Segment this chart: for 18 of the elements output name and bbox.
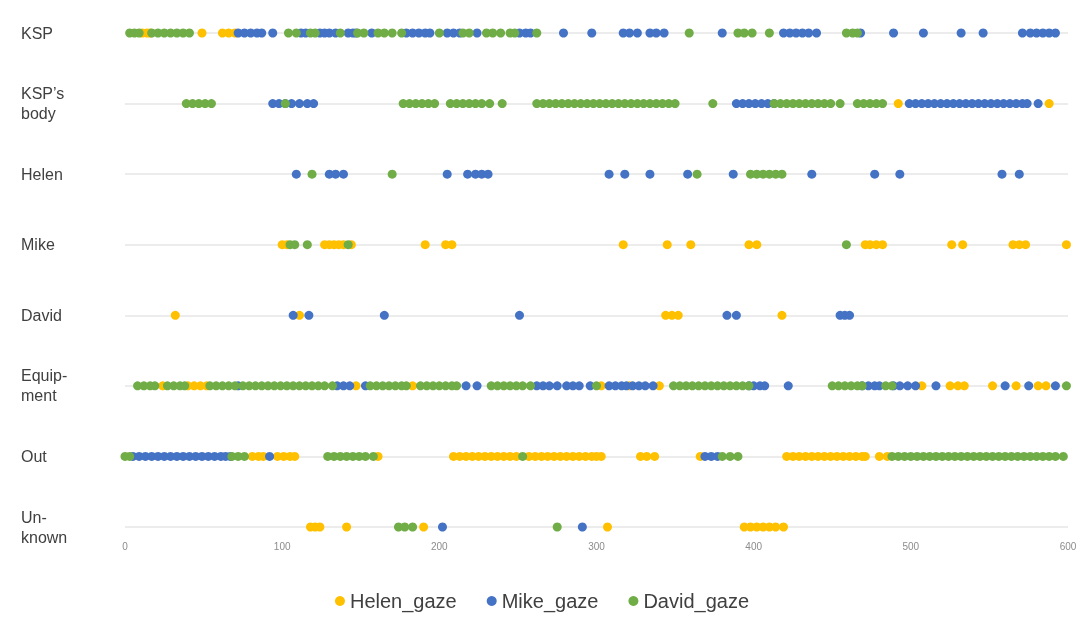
y-tick-label: Out bbox=[21, 447, 48, 465]
y-tick-label: Equip- ment bbox=[21, 367, 68, 405]
x-tick-label: 300 bbox=[588, 540, 606, 552]
y-tick-label: David bbox=[21, 306, 62, 324]
y-tick-label: Mike bbox=[21, 236, 55, 254]
y-tick-label: Helen bbox=[21, 165, 63, 183]
x-tick-label: 0 bbox=[122, 540, 129, 552]
x-tick-label: 200 bbox=[430, 540, 449, 552]
x-tick-label: 400 bbox=[745, 540, 763, 552]
legend-label: Mike_gaze bbox=[501, 590, 599, 613]
y-tick-label: Un- known bbox=[21, 508, 68, 546]
y-tick-label: KSP bbox=[21, 24, 54, 42]
x-tick-label: 600 bbox=[1059, 540, 1077, 552]
x-tick-label: 100 bbox=[273, 540, 291, 552]
legend-label: Helen_gaze bbox=[349, 590, 457, 613]
legend-label: David_gaze bbox=[643, 590, 750, 613]
x-tick-label: 500 bbox=[902, 540, 920, 552]
y-tick-label: KSP’s body bbox=[21, 85, 65, 123]
